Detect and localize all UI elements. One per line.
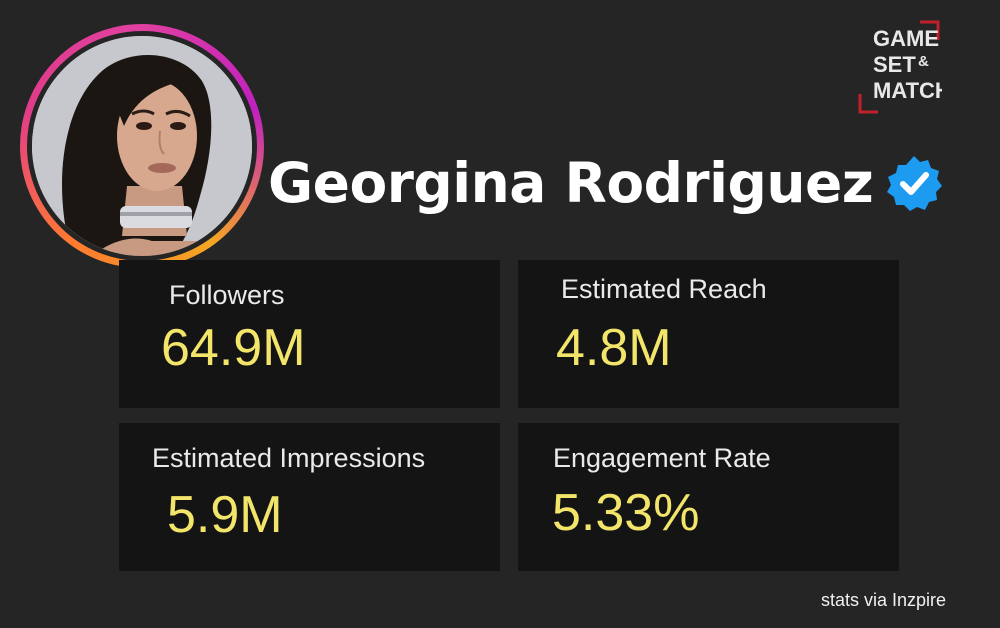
logo-line-3: MATCH — [873, 78, 942, 103]
engagement-card: Engagement Rate 5.33% — [518, 423, 899, 571]
impressions-label: Estimated Impressions — [152, 443, 426, 473]
impressions-value: 5.9M — [167, 486, 283, 544]
logo-line-1: GAME — [873, 26, 939, 51]
stats-credit: stats via Inzpire — [820, 590, 946, 610]
reach-value: 4.8M — [556, 319, 672, 377]
engagement-value: 5.33% — [552, 484, 700, 542]
game-set-match-logo: GAME SET & MATCH — [858, 20, 951, 114]
followers-value: 64.9M — [161, 319, 306, 377]
profile-name: Georgina Rodriguez — [268, 151, 874, 215]
logo-bracket-icon: GAME SET & MATCH — [858, 20, 951, 114]
logo-line-2: SET — [873, 52, 916, 77]
profile-photo-icon — [32, 36, 252, 256]
logo-ampersand: & — [918, 53, 929, 70]
reach-label: Estimated Reach — [561, 274, 767, 304]
followers-card: Followers 64.9M — [119, 260, 500, 408]
impressions-card: Estimated Impressions 5.9M — [119, 423, 500, 571]
avatar-ring — [20, 24, 264, 268]
followers-label: Followers — [169, 280, 285, 310]
verified-badge-icon — [887, 156, 943, 211]
name-row: Georgina Rodriguez — [268, 148, 943, 218]
reach-card: Estimated Reach 4.8M — [518, 260, 899, 408]
engagement-label: Engagement Rate — [553, 443, 771, 473]
avatar-gap — [27, 31, 257, 261]
avatar — [32, 36, 252, 256]
